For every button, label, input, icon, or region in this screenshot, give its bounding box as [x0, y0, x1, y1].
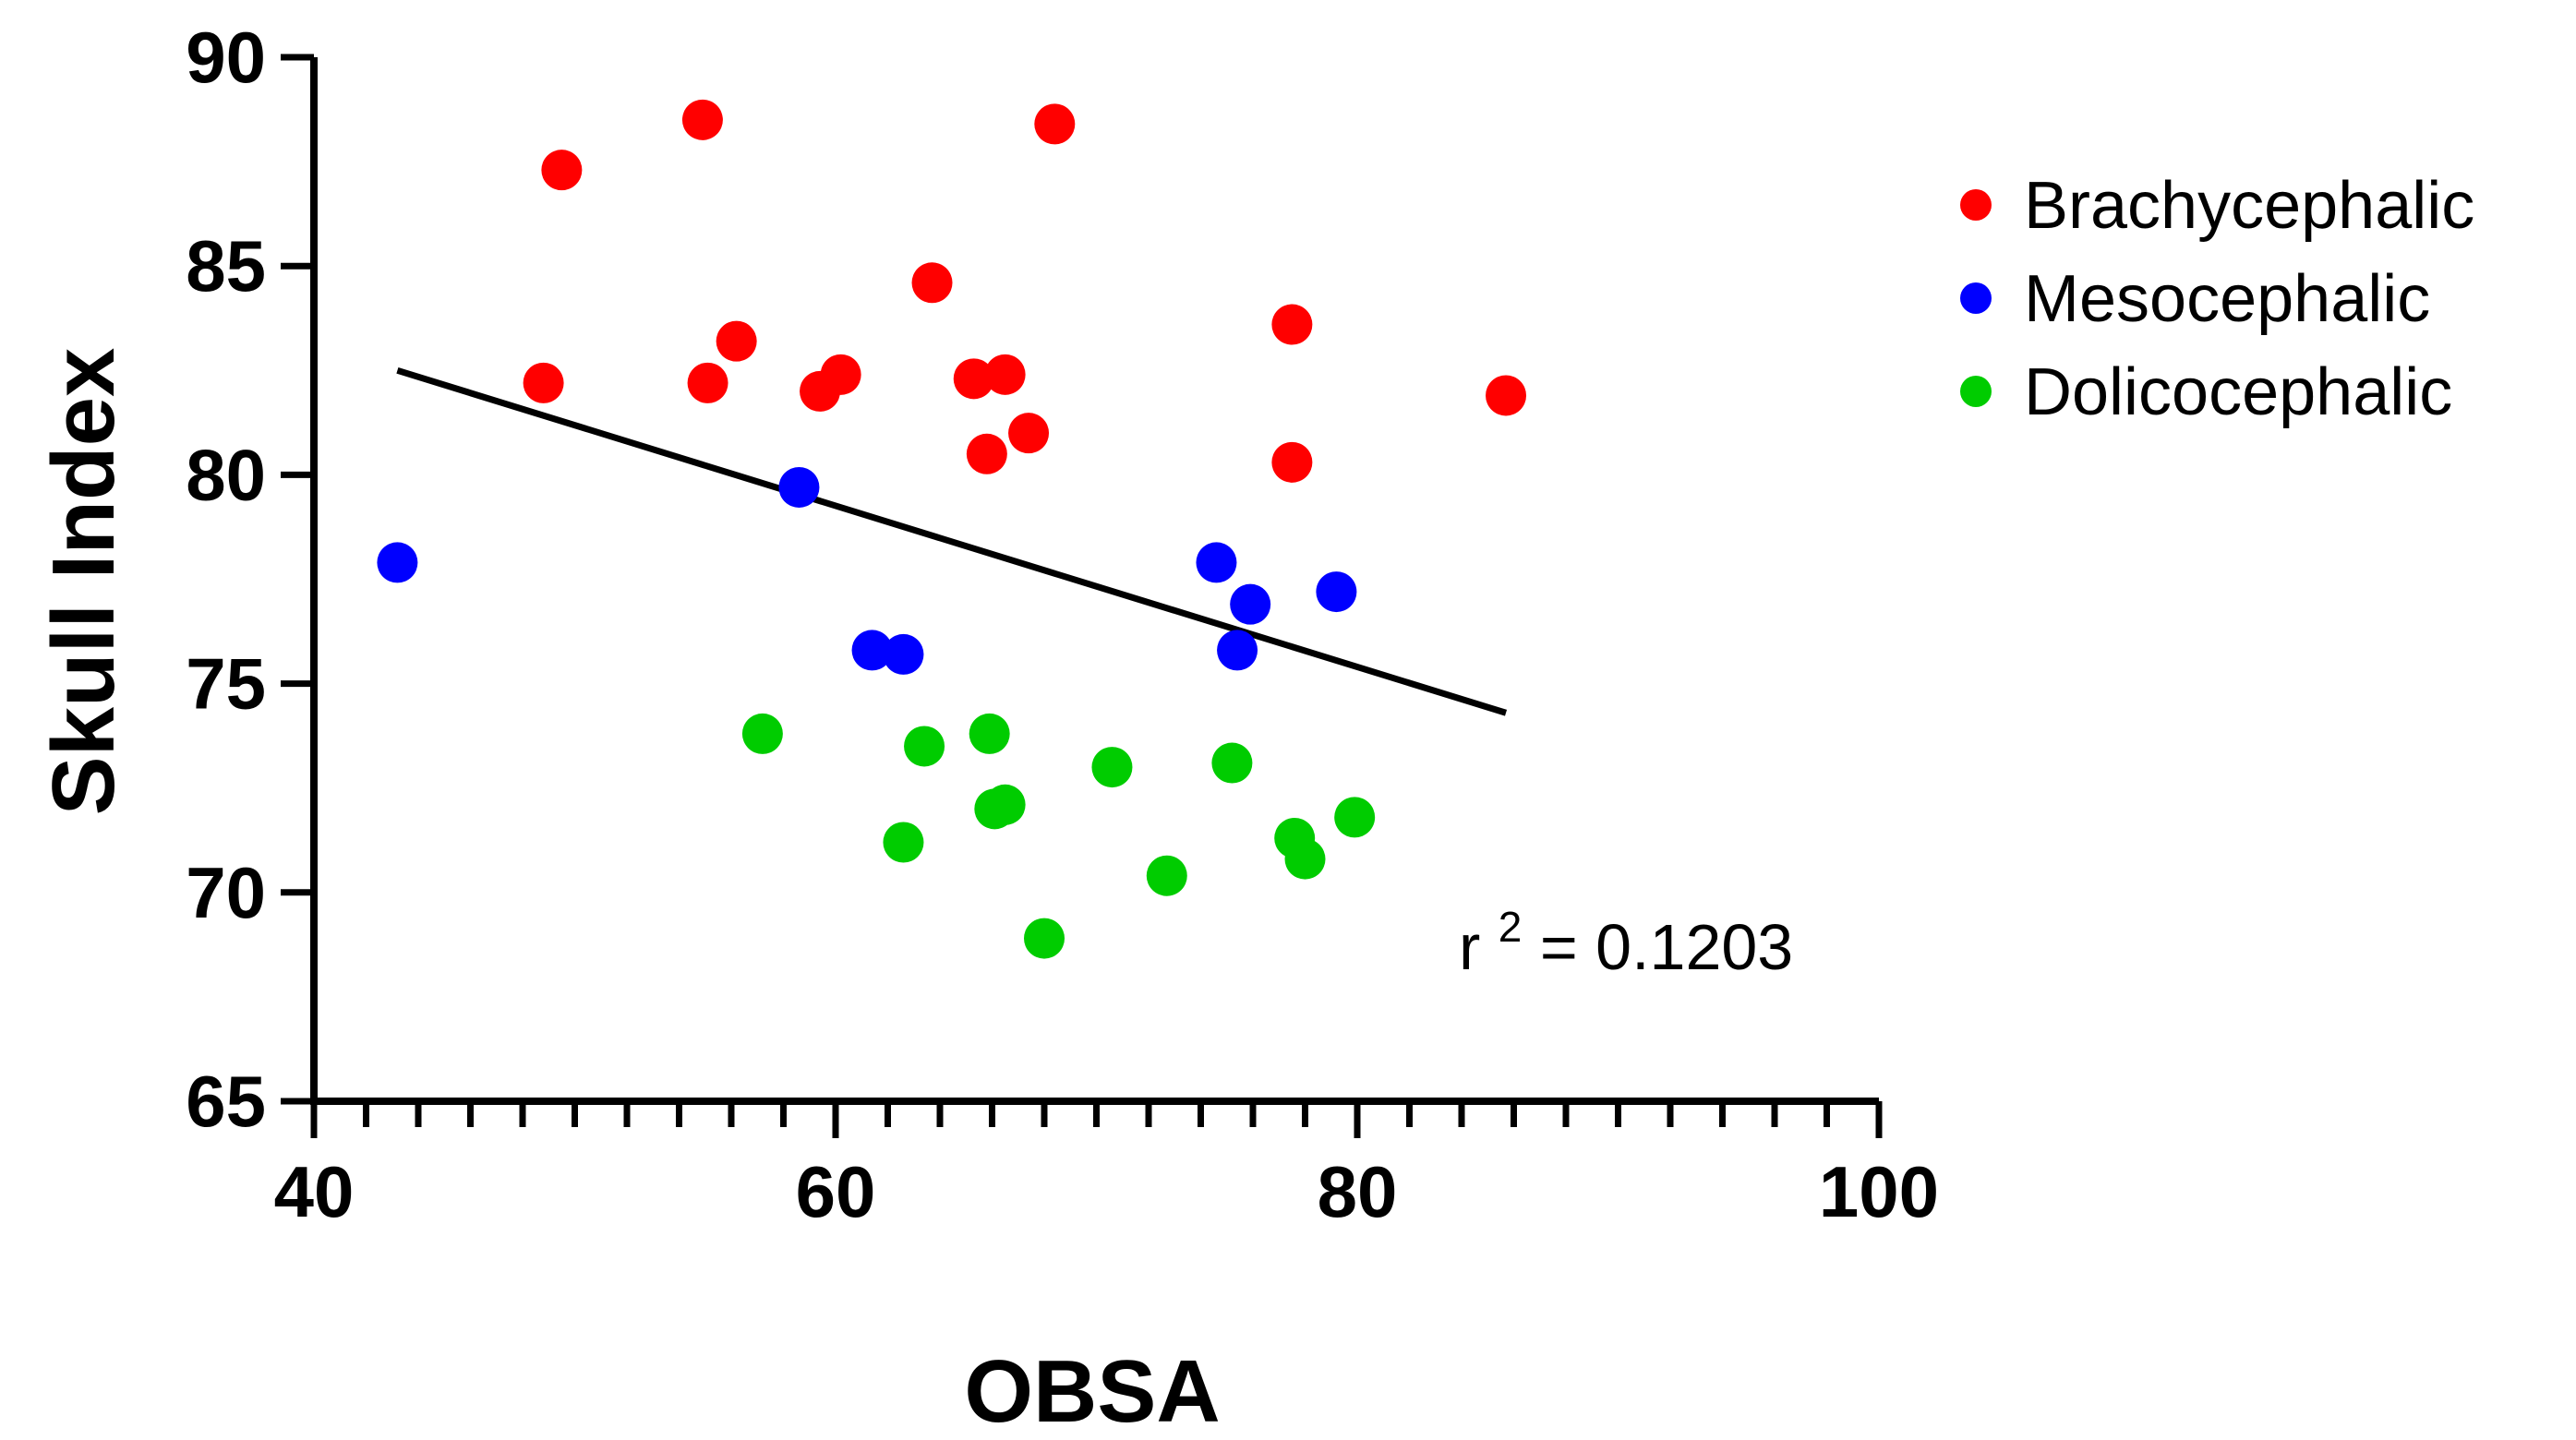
r-squared-superscript: 2 [1499, 903, 1523, 951]
y-tick-label: 85 [186, 225, 266, 306]
point-brachycephalic [953, 358, 994, 400]
point-dolicocephalic [741, 713, 783, 754]
legend-label-mesocephalic: Mesocephalic [2024, 262, 2430, 336]
point-brachycephalic [1486, 375, 1527, 416]
point-brachycephalic [1271, 441, 1313, 483]
x-tick-label: 100 [1819, 1151, 1939, 1232]
point-brachycephalic [984, 354, 1026, 395]
y-tick-label: 75 [186, 643, 266, 725]
point-mesocephalic [1196, 542, 1237, 583]
legend: Brachycephalic Mesocephalic Dolicocephalic [1960, 169, 2474, 429]
point-brachycephalic [820, 354, 861, 395]
legend-label-brachycephalic: Brachycephalic [2024, 169, 2474, 243]
point-dolicocephalic [1024, 918, 1065, 959]
point-brachycephalic [911, 262, 953, 304]
point-brachycephalic [716, 320, 757, 362]
x-tick-label: 60 [796, 1151, 876, 1232]
x-ticks: 40 60 80 100 [274, 1101, 1939, 1232]
point-mesocephalic [851, 630, 893, 671]
point-brachycephalic [687, 362, 728, 403]
legend-label-dolicocephalic: Dolicocephalic [2024, 355, 2452, 429]
point-brachycephalic [1008, 413, 1050, 454]
y-tick-label: 65 [186, 1061, 266, 1142]
r-squared-annotation: r 2 = 0.1203 [1459, 883, 1793, 983]
y-tick-label: 90 [186, 17, 266, 98]
y-tick-label: 70 [186, 852, 266, 933]
x-axis-title: OBSA [964, 1342, 1220, 1440]
point-dolicocephalic [1091, 747, 1133, 788]
point-dolicocephalic [969, 713, 1010, 754]
y-tick-label: 80 [186, 434, 266, 515]
point-mesocephalic [883, 633, 924, 675]
legend-marker-dolicocephalic [1960, 376, 1992, 407]
point-brachycephalic [523, 362, 564, 403]
point-brachycephalic [1271, 304, 1313, 345]
point-mesocephalic [1217, 630, 1258, 671]
point-dolicocephalic [1211, 742, 1253, 784]
point-dolicocephalic [1284, 838, 1326, 880]
r-squared-base: r [1459, 911, 1480, 983]
point-dolicocephalic [1334, 797, 1376, 838]
point-mesocephalic [1316, 571, 1357, 613]
legend-marker-mesocephalic [1960, 282, 1992, 314]
point-mesocephalic [377, 542, 418, 583]
r-squared-value: = 0.1203 [1540, 911, 1793, 983]
x-tick-label: 80 [1318, 1151, 1398, 1232]
point-dolicocephalic [984, 784, 1026, 825]
x-tick-label: 40 [274, 1151, 355, 1232]
point-mesocephalic [1230, 583, 1271, 625]
regression-line [396, 366, 1508, 716]
point-dolicocephalic [1146, 855, 1187, 896]
point-dolicocephalic [904, 726, 945, 767]
data-points [377, 99, 1527, 959]
y-axis-title: Skull Index [34, 348, 133, 816]
y-ticks: 65 70 75 80 85 90 [186, 17, 314, 1142]
point-brachycephalic [1034, 103, 1076, 145]
point-brachycephalic [541, 150, 583, 191]
point-brachycephalic [681, 99, 723, 140]
point-brachycephalic [966, 433, 1007, 474]
point-mesocephalic [778, 466, 820, 508]
legend-marker-brachycephalic [1960, 189, 1992, 221]
point-dolicocephalic [883, 822, 924, 863]
